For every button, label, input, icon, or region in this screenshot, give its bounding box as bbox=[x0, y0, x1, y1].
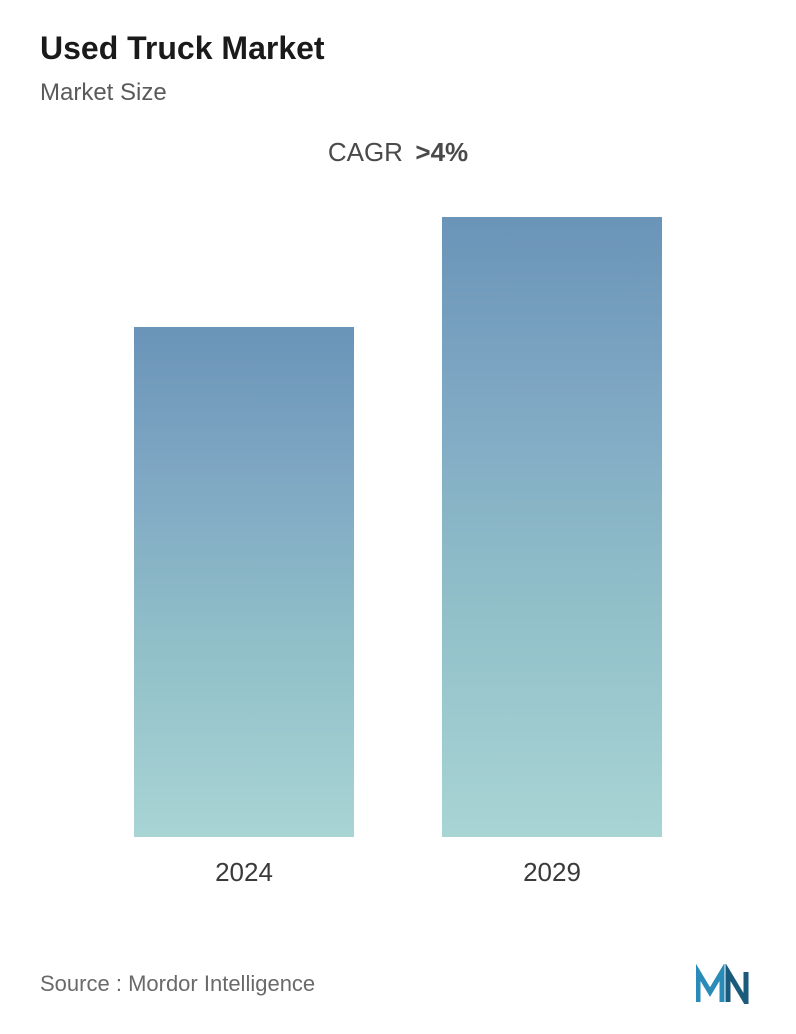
source-name: Mordor Intelligence bbox=[128, 971, 315, 996]
bar-2024 bbox=[134, 327, 354, 837]
mordor-logo-icon bbox=[696, 964, 756, 1004]
chart-title: Used Truck Market bbox=[40, 30, 756, 67]
cagr-label: CAGR bbox=[328, 137, 403, 167]
bar-label-2029: 2029 bbox=[523, 857, 581, 888]
bar-group-2029: 2029 bbox=[398, 208, 706, 888]
source-text: Source : Mordor Intelligence bbox=[40, 971, 315, 997]
footer: Source : Mordor Intelligence bbox=[40, 964, 756, 1004]
bar-label-2024: 2024 bbox=[215, 857, 273, 888]
cagr-value: >4% bbox=[415, 137, 468, 167]
bar-group-2024: 2024 bbox=[90, 208, 398, 888]
chart-area: 2024 2029 bbox=[40, 208, 756, 888]
chart-subtitle: Market Size bbox=[40, 79, 756, 107]
bar-2029 bbox=[442, 217, 662, 837]
cagr-container: CAGR >4% bbox=[40, 137, 756, 168]
source-label: Source : bbox=[40, 971, 122, 996]
chart-container: Used Truck Market Market Size CAGR >4% 2… bbox=[0, 0, 796, 1034]
